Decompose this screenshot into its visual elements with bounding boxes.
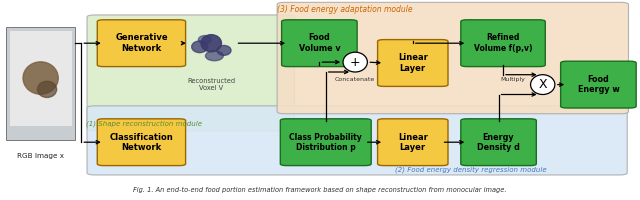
Text: (2) Food energy density regression module: (2) Food energy density regression modul… — [395, 166, 546, 173]
Text: Fig. 1. An end-to-end food portion estimation framework based on shape reconstru: Fig. 1. An end-to-end food portion estim… — [133, 187, 507, 193]
FancyBboxPatch shape — [10, 31, 72, 126]
Text: (3) Food energy adaptation module: (3) Food energy adaptation module — [277, 5, 413, 14]
Text: +: + — [350, 56, 360, 69]
Ellipse shape — [531, 75, 555, 95]
Text: Classification
Network: Classification Network — [109, 132, 173, 152]
Ellipse shape — [23, 62, 58, 94]
Ellipse shape — [37, 81, 57, 97]
FancyBboxPatch shape — [282, 20, 357, 67]
Text: Energy
Density d: Energy Density d — [477, 132, 520, 152]
Text: RGB Image x: RGB Image x — [17, 153, 64, 159]
Ellipse shape — [192, 41, 207, 53]
FancyBboxPatch shape — [277, 2, 628, 114]
FancyBboxPatch shape — [87, 106, 627, 175]
Text: Food
Energy w: Food Energy w — [577, 75, 620, 94]
Text: Class Probability
Distribution p: Class Probability Distribution p — [289, 132, 362, 152]
FancyBboxPatch shape — [561, 61, 636, 108]
Text: Multiply: Multiply — [500, 77, 525, 82]
FancyBboxPatch shape — [378, 40, 448, 86]
Ellipse shape — [217, 45, 231, 55]
Ellipse shape — [205, 51, 223, 61]
FancyBboxPatch shape — [87, 15, 294, 131]
FancyBboxPatch shape — [6, 27, 75, 140]
Ellipse shape — [198, 36, 211, 44]
Ellipse shape — [343, 52, 367, 72]
Text: Reconstructed
Voxel V: Reconstructed Voxel V — [187, 78, 236, 91]
Text: Concatenate: Concatenate — [335, 77, 375, 82]
Text: Generative
Network: Generative Network — [115, 33, 168, 53]
Text: X: X — [538, 78, 547, 91]
Text: (1) Shape reconstruction module: (1) Shape reconstruction module — [86, 120, 202, 127]
FancyBboxPatch shape — [280, 119, 371, 166]
Text: Linear
Layer: Linear Layer — [398, 53, 428, 73]
Text: Food
Volume v: Food Volume v — [298, 33, 340, 53]
FancyBboxPatch shape — [97, 119, 186, 166]
FancyBboxPatch shape — [461, 119, 536, 166]
FancyBboxPatch shape — [461, 20, 545, 67]
Ellipse shape — [201, 35, 221, 52]
Text: Refined
Volume f(p,v): Refined Volume f(p,v) — [474, 33, 532, 53]
FancyBboxPatch shape — [97, 20, 186, 67]
FancyBboxPatch shape — [378, 119, 448, 166]
Text: Linear
Layer: Linear Layer — [398, 132, 428, 152]
